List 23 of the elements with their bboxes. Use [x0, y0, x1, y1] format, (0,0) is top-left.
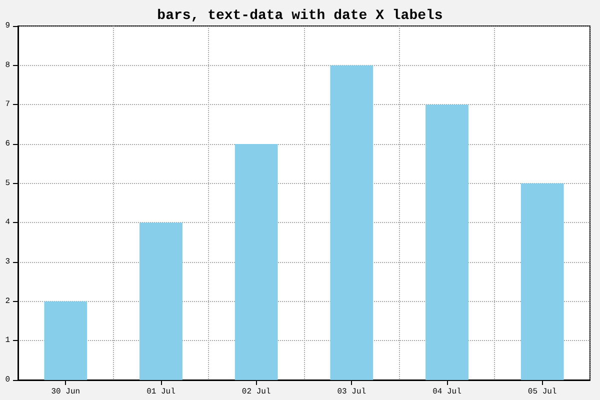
bar	[44, 301, 88, 380]
y-tick-label: 8	[5, 60, 10, 70]
chart-title: bars, text-data with date X labels	[157, 8, 443, 24]
y-tick-label: 6	[5, 140, 10, 148]
bar	[140, 222, 182, 380]
x-tick-label: 03 Jul	[337, 388, 366, 396]
y-tick-label: 2	[5, 296, 10, 306]
bar	[520, 183, 564, 380]
y-tick-label: 3	[5, 258, 10, 266]
bar	[426, 104, 468, 380]
x-tick-label: 04 Jul	[432, 388, 462, 396]
bar	[234, 144, 278, 380]
y-tick-label: 9	[5, 22, 10, 30]
y-tick-label: 0	[5, 376, 10, 384]
y-tick-label: 5	[5, 178, 10, 188]
y-tick-label: 4	[5, 218, 10, 228]
y-tick-label: 1	[5, 336, 10, 346]
x-tick-label: 01 Jul	[146, 388, 176, 396]
x-tick-label: 05 Jul	[528, 388, 557, 396]
x-tick-label: 30 Jun	[51, 388, 80, 396]
y-tick-label: 7	[5, 100, 10, 110]
x-tick-label: 02 Jul	[242, 388, 271, 396]
bar	[330, 65, 374, 380]
